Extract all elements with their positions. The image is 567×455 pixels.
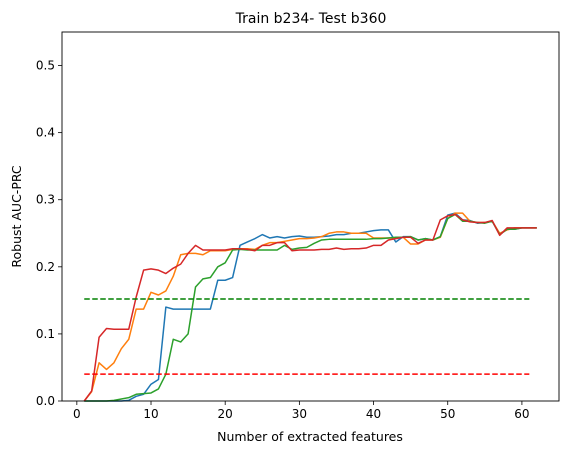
series-line-4	[83, 213, 537, 402]
y-tick-label: 0.3	[36, 193, 55, 207]
y-tick-label: 0.5	[36, 59, 55, 73]
y-tick-label: 0.1	[36, 327, 55, 341]
y-tick-label: 0.4	[36, 126, 55, 140]
x-tick-label: 30	[292, 407, 307, 421]
x-tick-label: 0	[73, 407, 81, 421]
chart-title: Train b234- Test b360	[235, 11, 387, 27]
x-tick-label: 10	[143, 407, 158, 421]
series-line-3	[84, 213, 537, 402]
y-axis-ticks: 0.0 0.1 0.2 0.3 0.4 0.5	[36, 59, 62, 408]
plot-area	[61, 31, 560, 402]
x-axis-label: Number of extracted features	[217, 429, 403, 444]
x-axis-ticks: 0 10 20 30 40 50 60	[73, 401, 530, 421]
x-tick-label: 60	[514, 407, 529, 421]
series-line-2	[83, 212, 537, 402]
x-tick-label: 20	[218, 407, 233, 421]
plot-frame	[61, 31, 560, 402]
x-tick-label: 50	[440, 407, 455, 421]
series-layer	[83, 212, 537, 402]
y-tick-label: 0.0	[36, 394, 55, 408]
y-tick-label: 0.2	[36, 260, 55, 274]
y-axis-label: Robust AUC-PRC	[9, 165, 24, 268]
x-tick-label: 40	[366, 407, 381, 421]
